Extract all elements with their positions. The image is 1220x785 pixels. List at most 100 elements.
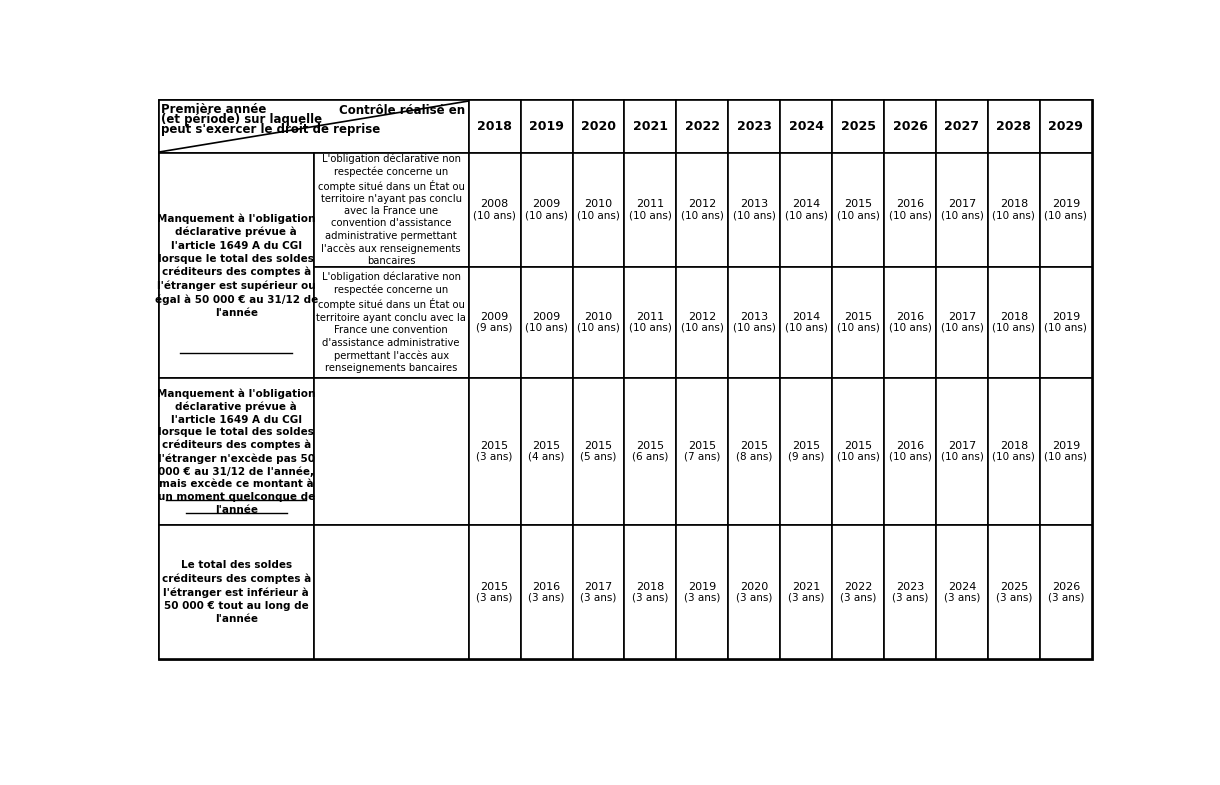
Text: (10 ans): (10 ans)	[888, 452, 932, 462]
Text: 2009: 2009	[481, 312, 509, 322]
Text: 2020: 2020	[581, 120, 616, 133]
Bar	[159, 378, 314, 524]
Text: 2010: 2010	[584, 312, 612, 322]
Text: (10 ans): (10 ans)	[1044, 210, 1087, 220]
Text: (3 ans): (3 ans)	[528, 593, 565, 602]
Bar	[676, 524, 728, 659]
Text: 2015: 2015	[844, 312, 872, 322]
Text: 2015: 2015	[481, 441, 509, 451]
Bar	[676, 100, 728, 153]
Bar	[884, 267, 936, 378]
Bar	[781, 267, 832, 378]
Bar	[832, 267, 884, 378]
Text: 2015: 2015	[688, 441, 716, 451]
Text: 2015: 2015	[584, 441, 612, 451]
Bar	[625, 267, 676, 378]
Text: (8 ans): (8 ans)	[736, 452, 772, 462]
Bar	[936, 524, 988, 659]
Text: L'obligation déclarative non
respectée concerne un
compte situé dans un État ou
: L'obligation déclarative non respectée c…	[317, 154, 465, 266]
Bar	[521, 153, 572, 267]
Bar	[572, 153, 625, 267]
Text: (3 ans): (3 ans)	[892, 593, 928, 602]
Text: (6 ans): (6 ans)	[632, 452, 669, 462]
Bar	[728, 100, 781, 153]
Bar	[728, 267, 781, 378]
Text: 2013: 2013	[741, 312, 769, 322]
Text: (10 ans): (10 ans)	[784, 210, 827, 220]
Text: 2020: 2020	[741, 582, 769, 592]
Text: Le total des soldes
créditeurs des comptes à
l'étranger est inférieur à
50 000 €: Le total des soldes créditeurs des compt…	[161, 560, 311, 624]
Bar	[884, 100, 936, 153]
Text: 2021: 2021	[633, 120, 667, 133]
Text: (10 ans): (10 ans)	[577, 210, 620, 220]
Bar	[1039, 378, 1092, 524]
Bar	[884, 153, 936, 267]
Text: (10 ans): (10 ans)	[837, 452, 880, 462]
Text: (10 ans): (10 ans)	[733, 210, 776, 220]
Bar	[728, 153, 781, 267]
Bar	[936, 100, 988, 153]
Text: 2011: 2011	[637, 199, 665, 210]
Text: 2015: 2015	[792, 441, 820, 451]
Text: 2023: 2023	[737, 120, 772, 133]
Text: (10 ans): (10 ans)	[993, 210, 1036, 220]
Bar	[1039, 153, 1092, 267]
Text: (7 ans): (7 ans)	[684, 452, 721, 462]
Text: 2016: 2016	[895, 199, 924, 210]
Bar	[314, 267, 468, 378]
Bar	[988, 100, 1039, 153]
Bar	[314, 153, 468, 267]
Text: 2028: 2028	[997, 120, 1031, 133]
Text: 2024: 2024	[788, 120, 824, 133]
Bar	[159, 153, 314, 378]
Text: (3 ans): (3 ans)	[477, 452, 512, 462]
Text: 2015: 2015	[532, 441, 561, 451]
Text: (10 ans): (10 ans)	[733, 323, 776, 333]
Text: (3 ans): (3 ans)	[581, 593, 616, 602]
Text: (4 ans): (4 ans)	[528, 452, 565, 462]
Bar	[988, 378, 1039, 524]
Text: 2009: 2009	[532, 312, 561, 322]
Bar	[884, 378, 936, 524]
Text: (3 ans): (3 ans)	[632, 593, 669, 602]
Text: (10 ans): (10 ans)	[993, 452, 1036, 462]
Text: (9 ans): (9 ans)	[477, 323, 512, 333]
Text: (10 ans): (10 ans)	[837, 323, 880, 333]
Text: 2026: 2026	[1052, 582, 1080, 592]
Bar	[468, 100, 521, 153]
Bar	[314, 378, 468, 524]
Bar	[884, 524, 936, 659]
Text: (5 ans): (5 ans)	[581, 452, 616, 462]
Text: 2016: 2016	[895, 312, 924, 322]
Text: 2025: 2025	[841, 120, 876, 133]
Text: 2015: 2015	[741, 441, 769, 451]
Bar	[468, 153, 521, 267]
Text: (10 ans): (10 ans)	[993, 323, 1036, 333]
Text: (10 ans): (10 ans)	[630, 323, 672, 333]
Text: (3 ans): (3 ans)	[788, 593, 825, 602]
Text: (3 ans): (3 ans)	[839, 593, 876, 602]
Text: 2008: 2008	[481, 199, 509, 210]
Bar	[728, 524, 781, 659]
Bar	[832, 524, 884, 659]
Text: (10 ans): (10 ans)	[837, 210, 880, 220]
Bar	[159, 100, 468, 153]
Text: Manquement à l'obligation
déclarative prévue à
l'article 1649 A du CGI
lorsque l: Manquement à l'obligation déclarative pr…	[157, 389, 316, 515]
Text: 2019: 2019	[1052, 199, 1080, 210]
Text: 2009: 2009	[532, 199, 561, 210]
Bar	[781, 100, 832, 153]
Text: (3 ans): (3 ans)	[684, 593, 721, 602]
Text: 2019: 2019	[1052, 312, 1080, 322]
Text: (10 ans): (10 ans)	[1044, 323, 1087, 333]
Text: 2024: 2024	[948, 582, 976, 592]
Text: 2012: 2012	[688, 199, 716, 210]
Bar	[572, 378, 625, 524]
Text: Contrôle réalisé en: Contrôle réalisé en	[339, 104, 466, 117]
Bar	[572, 524, 625, 659]
Text: (10 ans): (10 ans)	[473, 210, 516, 220]
Bar	[676, 378, 728, 524]
Text: 2017: 2017	[584, 582, 612, 592]
Text: 2022: 2022	[684, 120, 720, 133]
Text: 2021: 2021	[792, 582, 820, 592]
Bar	[781, 378, 832, 524]
